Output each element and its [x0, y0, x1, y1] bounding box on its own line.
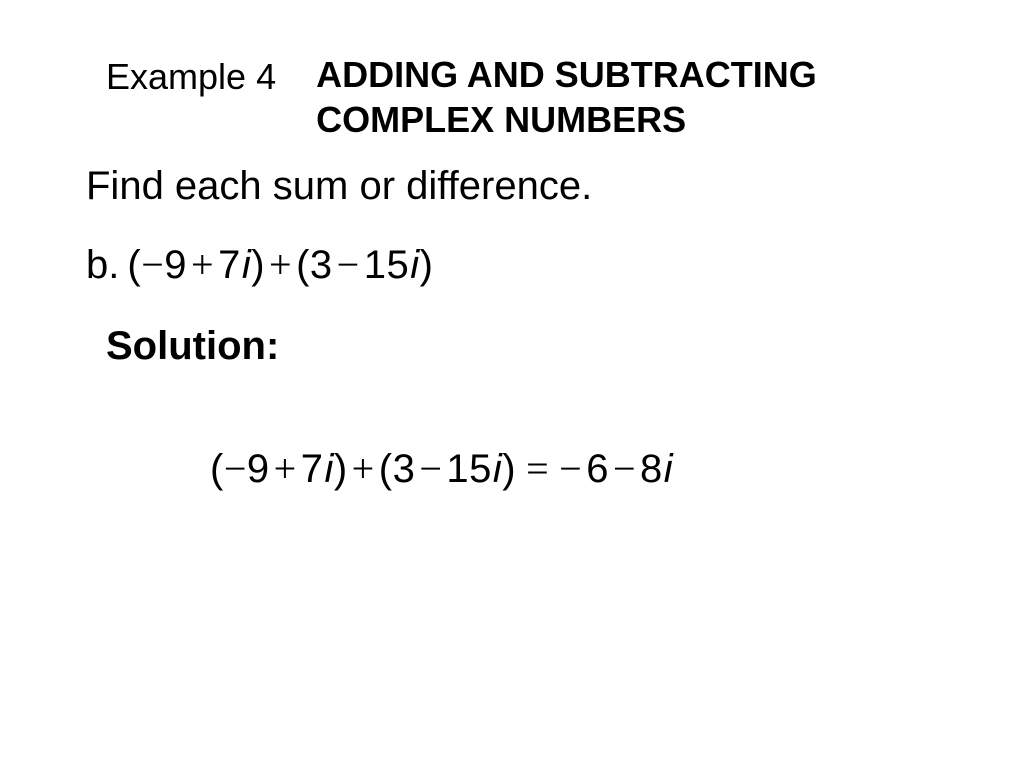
solution-label: Solution: [0, 324, 1024, 369]
plus-op: + [187, 242, 218, 287]
imag-2: 15 [364, 243, 410, 287]
instruction-text: Find each sum or difference. [0, 164, 1024, 209]
paren-open-2: ( [296, 243, 310, 287]
problem-row: b. (−9+7i)+(3−15i) [0, 237, 1024, 288]
equals-op: = [516, 446, 559, 491]
imag-2: 15 [446, 447, 492, 491]
i-1: i [241, 243, 251, 287]
minus-op: − [415, 446, 446, 491]
part-label: b. [86, 237, 119, 288]
imag-1: 7 [218, 243, 241, 287]
i-2: i [409, 243, 419, 287]
paren-open: ( [210, 447, 224, 491]
result-real: 6 [582, 447, 609, 491]
solution-equation: (−9+7i)+(3−15i)=−6−8i [0, 445, 1024, 492]
example-label: Example 4 [106, 52, 276, 98]
paren-close-2: ) [502, 447, 516, 491]
title-line-2: COMPLEX NUMBERS [316, 97, 817, 142]
real-2: 3 [310, 243, 333, 287]
header-row: Example 4 ADDING AND SUBTRACTING COMPLEX… [0, 0, 1024, 142]
result-imag: 8 [640, 447, 663, 491]
solution-label-text: Solution: [106, 324, 279, 368]
minus-op: − [333, 242, 364, 287]
title-line-1: ADDING AND SUBTRACTING [316, 52, 817, 97]
i-1: i [323, 447, 333, 491]
result-minus: − [609, 446, 640, 491]
paren-open: ( [127, 243, 141, 287]
neg-sign: − [141, 242, 164, 287]
result-i: i [663, 447, 673, 491]
paren-close: ) [251, 243, 265, 287]
neg-sign: − [224, 446, 247, 491]
result-neg: − [559, 446, 582, 491]
slide-title: ADDING AND SUBTRACTING COMPLEX NUMBERS [316, 52, 817, 142]
real-2: 3 [393, 447, 416, 491]
problem-expression: (−9+7i)+(3−15i) [127, 241, 433, 288]
paren-open-2: ( [379, 447, 393, 491]
paren-close: ) [334, 447, 348, 491]
add-op: + [348, 446, 379, 491]
plus-op: + [270, 446, 301, 491]
i-2: i [492, 447, 502, 491]
add-op: + [265, 242, 296, 287]
imag-1: 7 [301, 447, 324, 491]
real-1: 9 [164, 243, 187, 287]
real-1: 9 [247, 447, 270, 491]
paren-close-2: ) [420, 243, 434, 287]
